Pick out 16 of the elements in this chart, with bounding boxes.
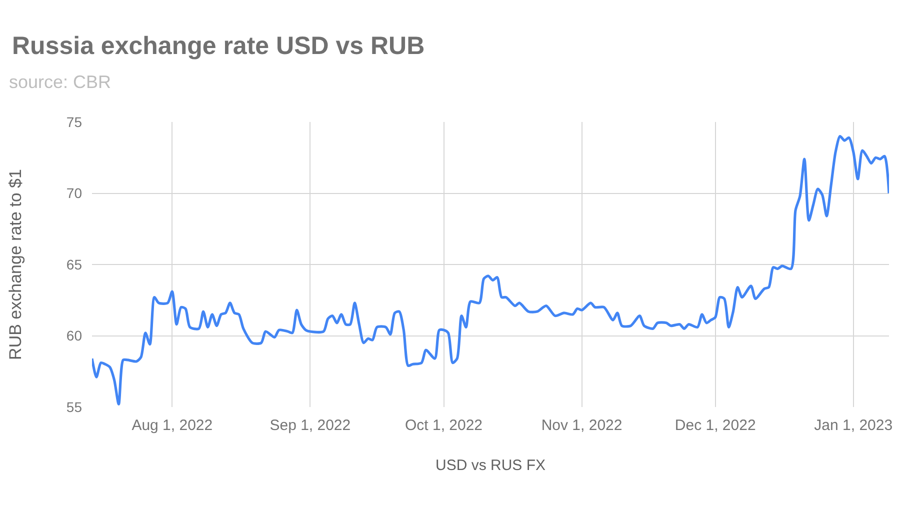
y-axis-title: RUB exchange rate to $1 <box>6 169 25 360</box>
x-tick-label: Jan 1, 2023 <box>814 417 893 434</box>
x-tick-label: Sep 1, 2022 <box>270 417 351 434</box>
x-tick-label: Dec 1, 2022 <box>674 417 756 434</box>
x-tick-label: Nov 1, 2022 <box>541 417 622 434</box>
x-tick-label: Oct 1, 2022 <box>404 417 483 434</box>
x-axis-title: USD vs RUS FX <box>435 457 546 474</box>
y-tick-label: 75 <box>66 114 82 130</box>
y-tick-label: 70 <box>66 185 82 202</box>
line-series <box>92 134 889 406</box>
x-tick-label: Aug 1, 2022 <box>132 417 213 434</box>
chart-subtitle: source: CBR <box>9 72 112 92</box>
y-tick-label: 60 <box>66 328 82 344</box>
y-tick-label: 65 <box>66 256 82 272</box>
chart-title: Russia exchange rate USD vs RUB <box>12 32 425 60</box>
y-tick-label: 55 <box>66 398 82 415</box>
